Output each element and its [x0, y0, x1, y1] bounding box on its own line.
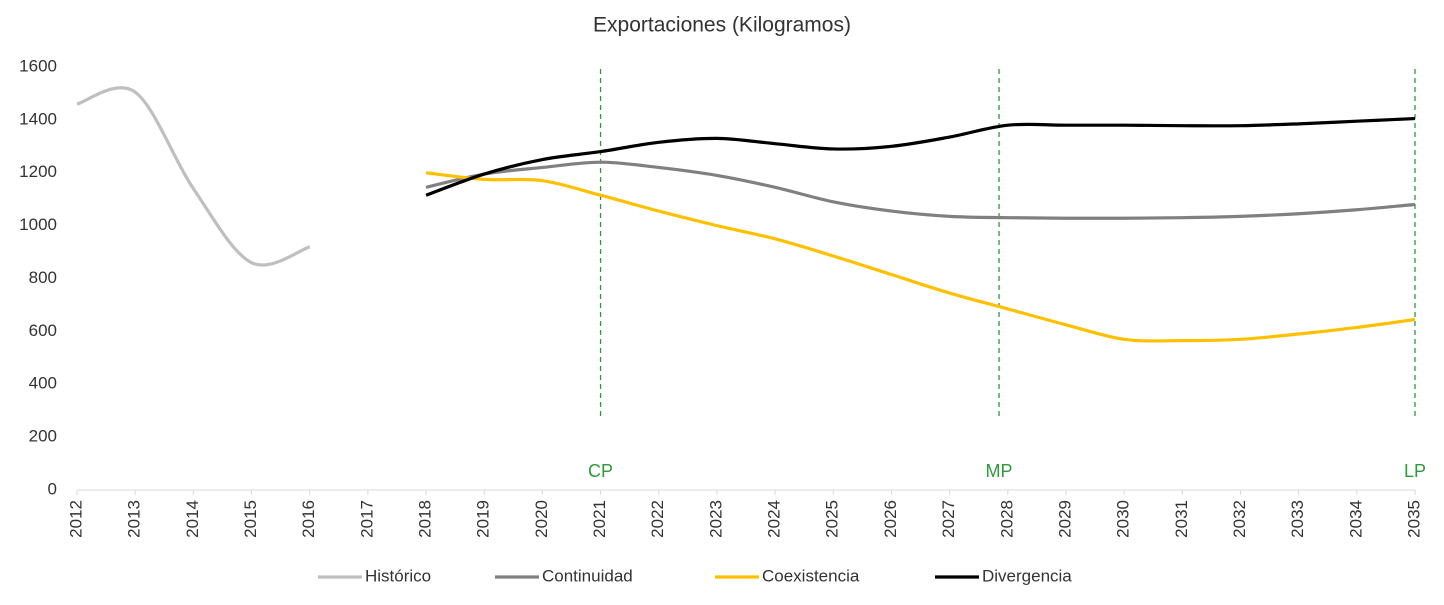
x-tick-label: 2012 — [66, 500, 85, 538]
y-tick-label: 800 — [29, 268, 57, 287]
series-line — [76, 86, 311, 267]
x-tick-label: 2021 — [590, 500, 609, 538]
x-tick-label: 2023 — [706, 500, 725, 538]
x-tick-label: 2014 — [183, 500, 202, 538]
x-tick-label: 2027 — [939, 500, 958, 538]
series-line — [425, 171, 1416, 343]
x-tick-label: 2015 — [241, 500, 260, 538]
y-tick-label: 1000 — [19, 215, 57, 234]
y-tick-label: 200 — [29, 427, 57, 446]
x-tick-label: 2029 — [1055, 500, 1074, 538]
x-tick-label: 2026 — [881, 500, 900, 538]
x-tick-label: 2024 — [765, 500, 784, 538]
legend-label: Histórico — [365, 566, 431, 585]
x-tick-label: 2016 — [299, 500, 318, 538]
annotation-label: LP — [1404, 461, 1426, 481]
x-tick-label: 2013 — [125, 500, 144, 538]
annotation-label: CP — [588, 461, 613, 481]
series-line — [425, 116, 1416, 197]
x-tick-label: 2020 — [532, 500, 551, 538]
y-tick-label: 1400 — [19, 109, 57, 128]
x-tick-label: 2022 — [648, 500, 667, 538]
annotation-label: MP — [986, 461, 1013, 481]
y-tick-label: 1200 — [19, 162, 57, 181]
x-tick-label: 2019 — [474, 500, 493, 538]
x-tick-label: 2018 — [416, 500, 435, 538]
series-line — [425, 160, 1416, 220]
y-tick-label: 400 — [29, 374, 57, 393]
x-tick-label: 2033 — [1288, 500, 1307, 538]
x-tick-label: 2035 — [1404, 500, 1423, 538]
x-tick-label: 2030 — [1114, 500, 1133, 538]
legend-label: Divergencia — [982, 566, 1072, 585]
x-tick-label: 2031 — [1172, 500, 1191, 538]
x-tick-label: 2017 — [357, 500, 376, 538]
y-tick-label: 0 — [48, 479, 57, 498]
chart-title: Exportaciones (Kilogramos) — [593, 14, 851, 37]
legend-label: Continuidad — [542, 566, 633, 585]
x-tick-label: 2032 — [1230, 500, 1249, 538]
x-tick-label: 2034 — [1346, 500, 1365, 538]
x-tick-label: 2028 — [997, 500, 1016, 538]
y-tick-label: 1600 — [19, 56, 57, 75]
y-tick-label: 600 — [29, 321, 57, 340]
legend-label: Coexistencia — [762, 566, 860, 585]
x-tick-label: 2025 — [823, 500, 842, 538]
